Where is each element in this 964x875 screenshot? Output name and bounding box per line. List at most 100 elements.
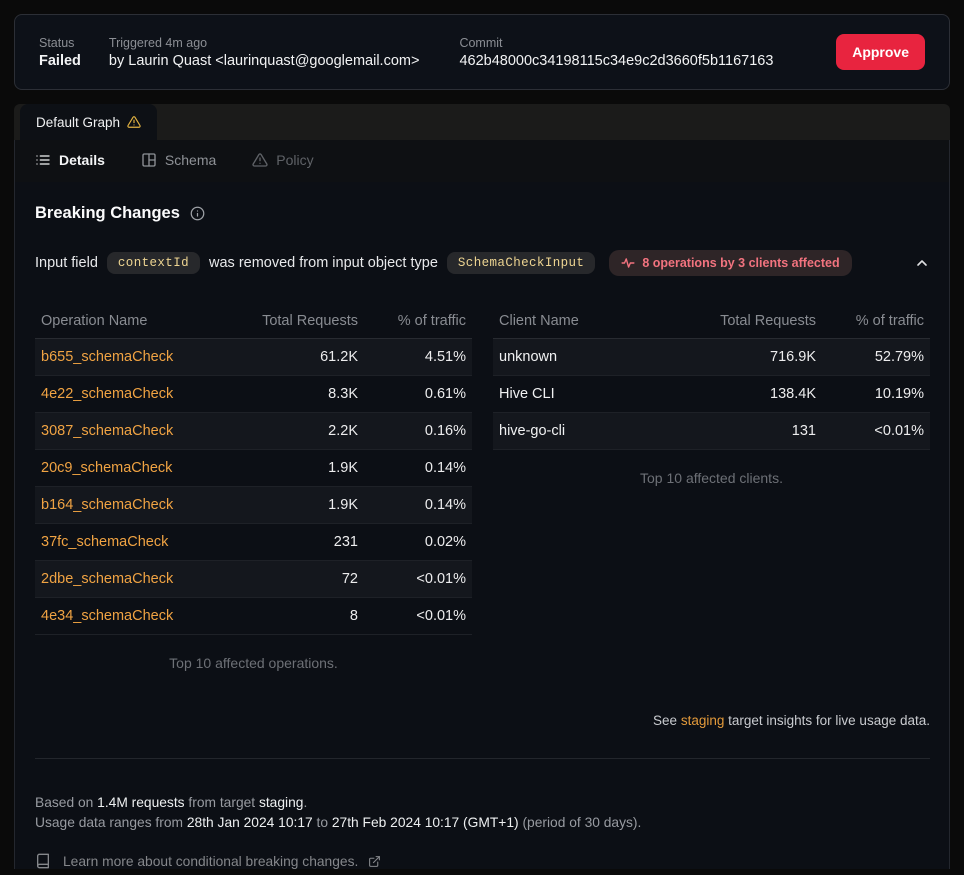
- table-row: Hive CLI 138.4K 10.19%: [493, 376, 930, 413]
- change-text-middle: was removed from input object type: [209, 255, 438, 271]
- tab-policy[interactable]: Policy: [252, 152, 314, 168]
- traffic-pct-value: 4.51%: [424, 349, 466, 365]
- change-type-code: SchemaCheckInput: [446, 252, 596, 274]
- traffic-pct-value: <0.01%: [416, 608, 466, 624]
- operation-name-link[interactable]: 37fc_schemaCheck: [41, 534, 169, 550]
- tab-schema[interactable]: Schema: [141, 152, 216, 168]
- status-value: Failed: [39, 52, 81, 69]
- commit-value: 462b48000c34198115c34e9c2d3660f5b1167163: [459, 52, 774, 69]
- client-name-value: Hive CLI: [499, 386, 555, 402]
- approve-button[interactable]: Approve: [836, 34, 925, 70]
- breaking-changes-title: Breaking Changes: [35, 204, 180, 222]
- affected-clients-table: Client Name Total Requests % of traffic …: [493, 304, 930, 671]
- column-traffic-pct: % of traffic: [855, 313, 924, 329]
- operation-name-link[interactable]: 3087_schemaCheck: [41, 423, 174, 439]
- traffic-pct-value: 0.14%: [424, 497, 466, 513]
- traffic-pct-value: 0.02%: [424, 534, 466, 550]
- client-name-value: unknown: [499, 349, 558, 365]
- footer-divider: [35, 758, 930, 759]
- based-on-line: Based on 1.4M requests from target stagi…: [35, 793, 930, 813]
- total-requests-value: 1.9K: [328, 460, 358, 476]
- column-total-requests: Total Requests: [262, 313, 358, 329]
- operations-table-body: b655_schemaCheck 61.2K 4.51% 4e22_schema…: [35, 339, 472, 635]
- commit-column: Commit 462b48000c34198115c34e9c2d3660f5b…: [459, 36, 773, 69]
- external-link-icon: [368, 855, 381, 868]
- pulse-icon: [621, 256, 635, 270]
- operations-table-caption: Top 10 affected operations.: [169, 655, 338, 671]
- operation-name-link[interactable]: 4e34_schemaCheck: [41, 608, 174, 624]
- range-to-word: to: [312, 815, 332, 830]
- traffic-pct-value: 52.79%: [874, 349, 924, 365]
- clients-table-body: unknown 716.9K 52.79% Hive CLI 138.4K 10…: [493, 339, 930, 450]
- total-requests-value: 716.9K: [770, 349, 816, 365]
- operation-name-link[interactable]: 20c9_schemaCheck: [41, 460, 173, 476]
- triggered-label: Triggered 4m ago: [108, 35, 208, 50]
- change-text-prefix: Input field: [35, 255, 98, 271]
- table-row: 37fc_schemaCheck 231 0.02%: [35, 524, 472, 561]
- affected-operations-badge[interactable]: 8 operations by 3 clients affected: [609, 250, 852, 276]
- book-icon: [35, 853, 51, 869]
- total-requests-value: 138.4K: [770, 386, 816, 402]
- clients-table-header: Client Name Total Requests % of traffic: [493, 304, 930, 339]
- status-column: Status Failed: [39, 36, 81, 69]
- status-label: Status: [39, 35, 75, 50]
- affected-badge-label: 8 operations by 3 clients affected: [642, 256, 840, 270]
- warning-triangle-icon: [252, 152, 268, 168]
- table-row: 4e22_schemaCheck 8.3K 0.61%: [35, 376, 472, 413]
- column-traffic-pct: % of traffic: [397, 313, 466, 329]
- operation-name-link[interactable]: 4e22_schemaCheck: [41, 386, 174, 402]
- total-requests-value: 231: [333, 534, 358, 550]
- table-row: 3087_schemaCheck 2.2K 0.16%: [35, 413, 472, 450]
- info-icon[interactable]: [190, 206, 205, 221]
- commit-label: Commit: [459, 35, 503, 50]
- warning-triangle-icon: [127, 115, 141, 129]
- traffic-pct-value: 0.61%: [424, 386, 466, 402]
- graph-tab-label: Default Graph: [36, 114, 121, 130]
- traffic-pct-value: 0.16%: [424, 423, 466, 439]
- operations-table-header: Operation Name Total Requests % of traff…: [35, 304, 472, 339]
- chevron-up-icon[interactable]: [914, 255, 930, 271]
- tab-default-graph[interactable]: Default Graph: [20, 104, 158, 140]
- columns-icon: [141, 152, 157, 168]
- table-row: b164_schemaCheck 1.9K 0.14%: [35, 487, 472, 524]
- triggered-by: by Laurin Quast <laurinquast@googlemail.…: [108, 52, 420, 69]
- see-note-post: target insights for live usage data.: [724, 713, 930, 728]
- staging-target-link[interactable]: staging: [680, 713, 725, 728]
- operation-name-link[interactable]: b655_schemaCheck: [41, 349, 174, 365]
- total-requests-value: 61.2K: [320, 349, 358, 365]
- see-note-pre: See: [653, 713, 681, 728]
- tab-details-label: Details: [59, 152, 105, 168]
- check-details-panel: Details Schema Policy Breaking Changes I…: [14, 140, 950, 869]
- affected-operations-table: Operation Name Total Requests % of traff…: [35, 304, 472, 671]
- total-requests-value: 8: [349, 608, 358, 624]
- tab-schema-label: Schema: [164, 152, 217, 168]
- total-requests-value: 1.9K: [328, 497, 358, 513]
- range-pre: Usage data ranges from: [35, 815, 187, 830]
- client-name-value: hive-go-cli: [499, 423, 566, 439]
- tab-policy-label: Policy: [276, 152, 314, 168]
- table-row: 2dbe_schemaCheck 72 <0.01%: [35, 561, 472, 598]
- clients-table-caption: Top 10 affected clients.: [640, 470, 783, 486]
- range-from-date: 28th Jan 2024 10:17: [186, 815, 313, 830]
- total-requests-value: 2.2K: [328, 423, 358, 439]
- traffic-pct-value: 10.19%: [874, 386, 924, 402]
- operation-name-link[interactable]: b164_schemaCheck: [41, 497, 174, 513]
- status-card: Status Failed Triggered 4m ago by Laurin…: [14, 14, 950, 90]
- tab-details[interactable]: Details: [35, 152, 105, 168]
- operation-name-link[interactable]: 2dbe_schemaCheck: [41, 571, 174, 587]
- table-row: 20c9_schemaCheck 1.9K 0.14%: [35, 450, 472, 487]
- table-row: b655_schemaCheck 61.2K 4.51%: [35, 339, 472, 376]
- requests-count: 1.4M requests: [97, 795, 185, 810]
- total-requests-value: 131: [791, 423, 816, 439]
- learn-more-label: Learn more about conditional breaking ch…: [63, 853, 359, 869]
- details-content: Breaking Changes Input field contextId w…: [15, 204, 949, 869]
- learn-more-link[interactable]: Learn more about conditional breaking ch…: [35, 853, 930, 869]
- column-total-requests: Total Requests: [720, 313, 816, 329]
- breaking-change-accordion-trigger[interactable]: Input field contextId was removed from i…: [35, 250, 930, 276]
- usage-footer: Based on 1.4M requests from target stagi…: [35, 793, 930, 833]
- see-target-insights-note: See staging target insights for live usa…: [35, 713, 930, 728]
- traffic-pct-value: <0.01%: [874, 423, 924, 439]
- change-field-code: contextId: [106, 252, 201, 274]
- table-row: 4e34_schemaCheck 8 <0.01%: [35, 598, 472, 635]
- graph-tab-strip: Default Graph: [14, 104, 950, 140]
